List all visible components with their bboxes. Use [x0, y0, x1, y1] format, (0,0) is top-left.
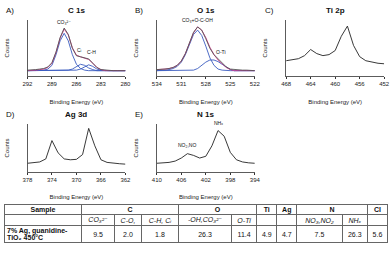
svg-text:374: 374: [47, 177, 58, 183]
svg-text:464: 464: [306, 81, 317, 87]
html-text:-OH,CO₃²⁻: -OH,CO₃²⁻: [188, 216, 222, 223]
svg-text:E): E): [135, 110, 143, 119]
svg-text:460: 460: [330, 81, 341, 87]
html-text:5.6: 5.6: [372, 230, 383, 238]
svg-text:406: 406: [176, 177, 187, 183]
svg-text:528: 528: [201, 81, 212, 87]
svg-text:468: 468: [281, 81, 292, 87]
svg-text:525: 525: [225, 81, 236, 87]
html-text:9.5: 9.5: [93, 230, 103, 238]
svg-text:N 1s: N 1s: [197, 110, 214, 119]
svg-text:Counts: Counts: [4, 38, 10, 57]
svg-text:Cᵢ: Cᵢ: [77, 47, 82, 53]
svg-text:Counts: Counts: [133, 138, 139, 157]
svg-text:292: 292: [22, 81, 33, 87]
svg-text:B): B): [135, 6, 143, 15]
svg-text:402: 402: [201, 177, 212, 183]
html-text:7% Ag, guanidine-TiO₂ 450°C: 7% Ag, guanidine-TiO₂ 450°C: [7, 227, 68, 241]
svg-text:Ag 3d: Ag 3d: [65, 110, 87, 119]
svg-text:NHₓ: NHₓ: [214, 120, 223, 126]
html-text:C: C: [127, 206, 133, 213]
svg-text:A): A): [6, 6, 14, 15]
svg-text:522: 522: [250, 81, 261, 87]
html-text:11.4: 11.4: [237, 230, 251, 238]
svg-text:Binding Energy (eV): Binding Energy (eV): [50, 99, 104, 105]
html-text:Ti: Ti: [263, 206, 270, 213]
html-text:26.3: 26.3: [348, 230, 362, 238]
html-text:Sample: Sample: [30, 206, 56, 213]
svg-text:378: 378: [22, 177, 33, 183]
svg-text:Binding Energy (eV): Binding Energy (eV): [308, 99, 362, 105]
svg-text:Counts: Counts: [262, 38, 268, 57]
html-text:CO₃²⁻: CO₃²⁻: [88, 216, 108, 223]
html-text:7.5: 7.5: [314, 230, 325, 238]
svg-text:NO₂,NO: NO₂,NO: [178, 142, 196, 148]
svg-text:456: 456: [355, 81, 366, 87]
svg-text:C-H: C-H: [87, 49, 96, 55]
svg-text:366: 366: [96, 177, 107, 183]
html-text:C-H, Cᵢ: C-H, Cᵢ: [148, 216, 172, 224]
html-text:Ag: Ag: [282, 206, 292, 213]
svg-text:534: 534: [152, 81, 163, 87]
html-text:C-O,: C-O,: [120, 216, 136, 224]
svg-text:289: 289: [47, 81, 58, 87]
svg-text:O 1s: O 1s: [197, 6, 215, 15]
svg-text:C 1s: C 1s: [68, 6, 85, 15]
svg-text:CO₃²⁻: CO₃²⁻: [57, 19, 71, 25]
svg-text:O-Ti: O-Ti: [216, 49, 226, 55]
svg-text:362: 362: [120, 177, 131, 183]
svg-text:398: 398: [225, 177, 236, 183]
svg-text:Binding Energy (eV): Binding Energy (eV): [179, 194, 233, 200]
html-text:Cl: Cl: [374, 206, 381, 213]
html-text:4.7: 4.7: [281, 230, 292, 238]
svg-text:394: 394: [250, 177, 261, 183]
html-text:26.3: 26.3: [198, 230, 212, 238]
svg-text:370: 370: [71, 177, 82, 183]
svg-text:Binding Energy (eV): Binding Energy (eV): [50, 194, 104, 200]
html-text:4.9: 4.9: [261, 230, 272, 238]
svg-text:531: 531: [176, 81, 187, 87]
html-text:1.8: 1.8: [155, 230, 165, 238]
svg-text:Ti 2p: Ti 2p: [326, 6, 345, 15]
svg-text:D): D): [6, 110, 15, 119]
svg-text:280: 280: [120, 81, 131, 87]
html-text:2.0: 2.0: [123, 230, 133, 238]
svg-text:286: 286: [71, 81, 82, 87]
html-text:N: N: [329, 206, 335, 213]
svg-text:452: 452: [379, 81, 390, 87]
html-text:O: O: [214, 206, 221, 213]
svg-text:Counts: Counts: [4, 138, 10, 157]
html-text:NHₓ: NHₓ: [348, 216, 362, 224]
svg-text:410: 410: [152, 177, 163, 183]
svg-text:283: 283: [96, 81, 107, 87]
svg-text:CO₃+O-C-OH: CO₃+O-C-OH: [182, 17, 213, 23]
html-text:NO₃,NO₂: NO₃,NO₂: [305, 216, 334, 224]
svg-text:C): C): [265, 6, 274, 15]
html-text:O-Ti: O-Ti: [237, 216, 251, 224]
svg-text:Binding Energy (eV): Binding Energy (eV): [179, 99, 233, 105]
svg-text:Counts: Counts: [133, 38, 139, 57]
